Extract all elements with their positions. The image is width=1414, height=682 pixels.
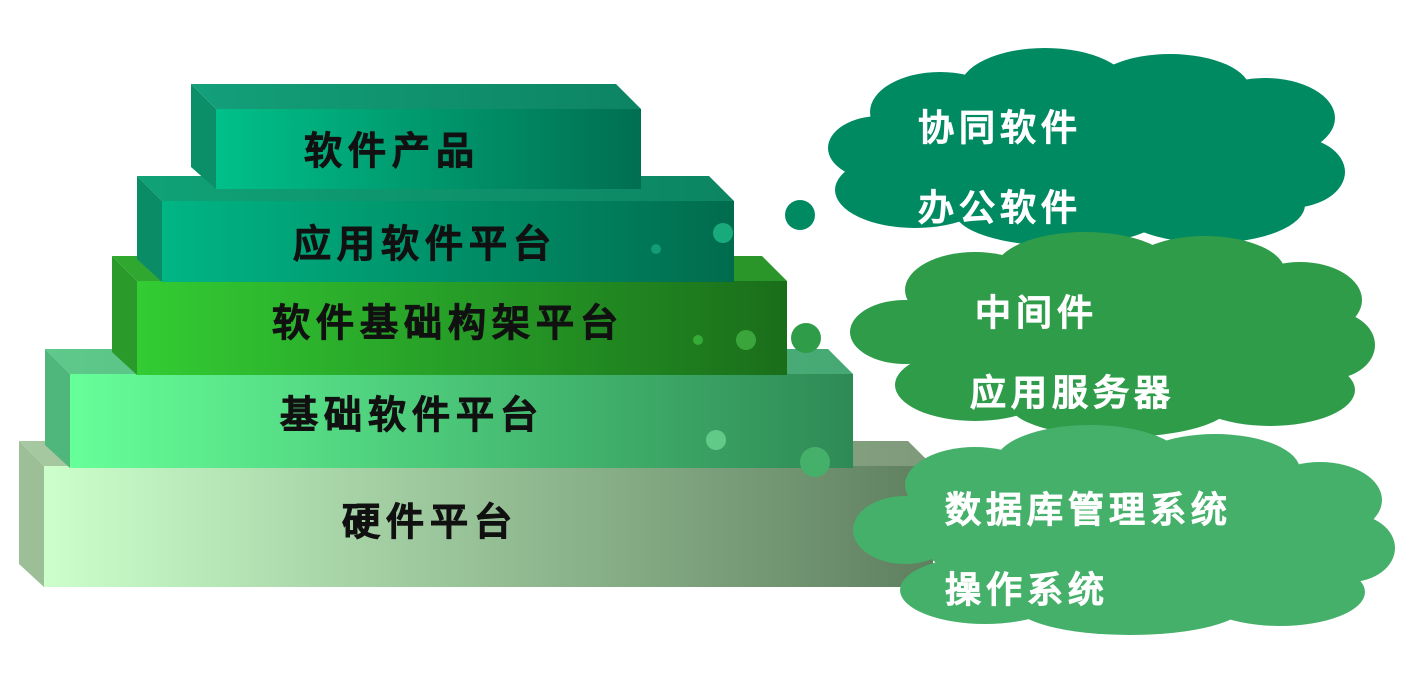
layer-side-face xyxy=(19,441,44,587)
layer-label: 软件基础构架平台 xyxy=(272,301,624,345)
bubble xyxy=(800,447,830,477)
layer-label: 硬件平台 xyxy=(342,500,518,544)
cloud-item: 应用服务器 xyxy=(970,373,1175,414)
layer-front-face xyxy=(44,466,933,587)
bubble xyxy=(651,244,661,254)
cloud-middleware: 中间件 应用服务器 xyxy=(850,232,1375,437)
cloud-item: 数据库管理系统 xyxy=(945,490,1232,531)
cloud-item: 办公软件 xyxy=(918,188,1082,229)
cloud-item: 操作系统 xyxy=(945,570,1109,611)
bubble xyxy=(736,330,756,350)
bubble xyxy=(791,323,821,353)
cloud-shape xyxy=(850,232,1375,437)
layer-label: 基础软件平台 xyxy=(280,393,544,437)
layer-label: 应用软件平台 xyxy=(293,222,557,266)
layer-front-face xyxy=(162,201,734,282)
bubble xyxy=(693,335,703,345)
cloud-collaboration-office: 协同软件 办公软件 xyxy=(828,48,1345,246)
layer-top-face xyxy=(191,84,641,109)
layer-label: 软件产品 xyxy=(304,129,480,173)
layer-side-face xyxy=(137,176,162,282)
cloud-shape xyxy=(828,48,1345,246)
cloud-shape xyxy=(853,425,1395,635)
bubble xyxy=(713,223,733,243)
layer-side-face xyxy=(45,349,70,468)
cloud-item: 协同软件 xyxy=(918,108,1082,149)
layer-front-face xyxy=(216,109,641,189)
layer-side-face xyxy=(191,84,216,189)
layer-front-face xyxy=(70,374,853,468)
layer-front-face xyxy=(137,281,787,375)
cloud-item: 中间件 xyxy=(975,293,1098,334)
layer-application-software-platform: 应用软件平台 xyxy=(137,176,734,282)
bubble xyxy=(706,430,726,450)
thought-bubbles xyxy=(651,200,830,477)
layer-side-face xyxy=(112,256,137,375)
cloud-database-os: 数据库管理系统 操作系统 xyxy=(853,425,1395,635)
layer-software-product: 软件产品 xyxy=(191,84,641,189)
bubble xyxy=(785,200,815,230)
